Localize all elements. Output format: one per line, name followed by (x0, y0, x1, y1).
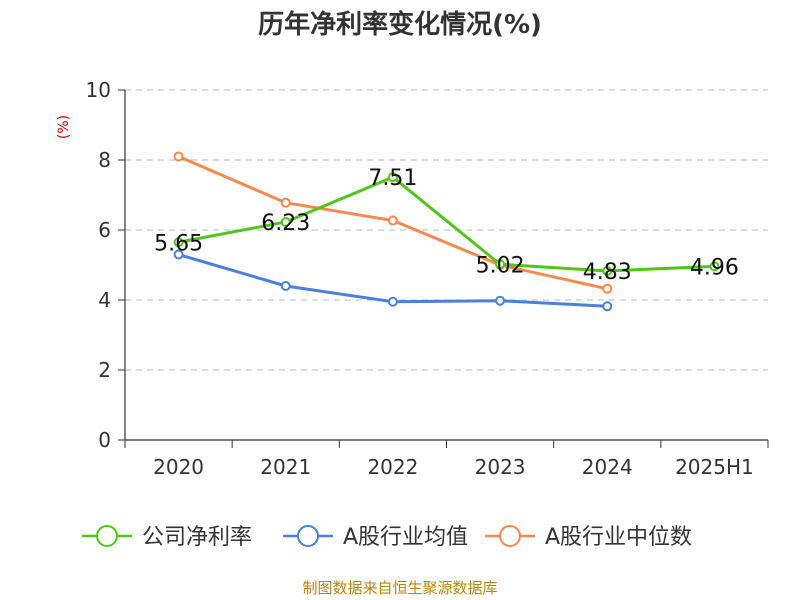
data-point (280, 197, 291, 208)
data-label: 6.23 (261, 211, 310, 236)
legend-marker (297, 525, 319, 547)
legend-label: A股行业中位数 (545, 525, 692, 550)
legend-marker (96, 525, 118, 547)
axes: 0 2 4 6 8 10 2020 2021 2022 2023 2024 2025H1 (86, 78, 769, 479)
data-point (602, 283, 613, 294)
data-point (173, 151, 184, 162)
data-point (173, 249, 184, 260)
data-label: 7.51 (368, 166, 417, 191)
x-tick-label: 2025H1 (675, 455, 754, 479)
legend-label: A股行业均值 (343, 525, 468, 550)
series-line (178, 175, 715, 273)
data-point (387, 296, 398, 307)
y-tick-label: 8 (98, 148, 111, 172)
y-axis-label: (%) (56, 115, 72, 139)
data-point (387, 215, 398, 226)
data-point (387, 172, 398, 183)
source-note: 制图数据来自恒生聚源数据库 (302, 579, 497, 597)
legend-label: 公司净利率 (142, 525, 252, 550)
legend-item: 公司净利率 (82, 525, 252, 550)
legend-marker (499, 525, 521, 547)
y-tick-label: 4 (98, 288, 111, 312)
y-tick-label: 10 (86, 78, 111, 102)
grid-lines (125, 89, 768, 371)
data-point (602, 265, 613, 276)
data-point (280, 281, 291, 291)
data-label: 4.96 (690, 255, 739, 280)
data-label: 5.65 (154, 231, 203, 256)
y-tick-label: 0 (98, 428, 111, 452)
series-1 (173, 172, 720, 276)
legend-item: A股行业均值 (283, 525, 468, 550)
data-point (602, 301, 613, 312)
x-tick-label: 2022 (367, 455, 418, 479)
series-layer (173, 151, 720, 312)
x-tick-label: 2023 (475, 455, 526, 479)
data-point (495, 295, 506, 306)
y-tick-label: 2 (98, 358, 111, 382)
x-tick-label: 2021 (260, 455, 311, 479)
data-point (495, 259, 506, 270)
data-point (173, 237, 184, 248)
data-point (709, 261, 720, 272)
data-point (280, 216, 291, 227)
legend: 公司净利率 A股行业均值 A股行业中位数 (82, 525, 692, 550)
chart-title: 历年净利率变化情况(%) (258, 9, 542, 40)
x-tick-label: 2024 (582, 455, 633, 479)
series-2 (173, 249, 613, 312)
data-label: 5.02 (476, 253, 525, 278)
y-tick-label: 6 (98, 218, 111, 242)
series-3 (173, 151, 613, 294)
data-labels: 5.65 6.23 7.51 5.02 4.83 4.96 (154, 166, 739, 285)
legend-item: A股行业中位数 (485, 525, 692, 550)
x-tick-label: 2020 (153, 455, 204, 479)
data-label: 4.83 (583, 260, 632, 285)
